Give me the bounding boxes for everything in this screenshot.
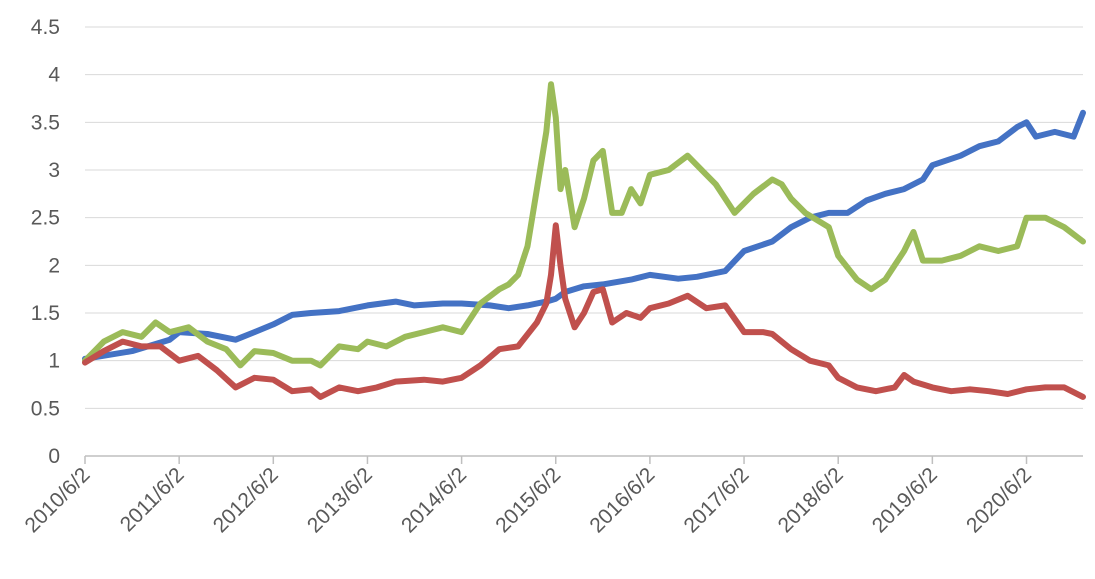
y-tick-label: 4	[48, 64, 60, 87]
y-tick-label: 3.5	[31, 111, 60, 134]
x-axis-tick-labels: 2010/6/2 2011/6/2 2012/6/2 2013/6/2 2014/6/2…	[20, 463, 1036, 537]
x-tick-label: 2010/6/2	[20, 463, 94, 537]
y-tick-label: 4.5	[31, 16, 60, 39]
x-tick-label: 2013/6/2	[303, 463, 377, 537]
x-tick-label: 2015/6/2	[491, 463, 565, 537]
y-tick-label: 3	[48, 159, 60, 182]
x-tick-label: 2011/6/2	[116, 463, 189, 536]
x-tick-label: 2012/6/2	[209, 463, 283, 537]
x-tick-label: 2019/6/2	[868, 463, 942, 537]
x-tick-label: 2014/6/2	[397, 463, 471, 537]
series-line-3	[82, 222, 1086, 400]
gridlines	[84, 26, 1083, 464]
y-tick-label: 2.5	[31, 207, 60, 230]
x-tick-label: 2020/6/2	[962, 463, 1036, 537]
x-tick-label: 2016/6/2	[585, 463, 659, 537]
y-tick-label: 1.5	[31, 302, 60, 325]
x-tick-label: 2017/6/2	[680, 463, 754, 537]
x-tick-label: 2018/6/2	[774, 463, 848, 537]
y-axis-tick-labels: 0 0.5 1 1.5 2 2.5 3 3.5 4 4.5	[31, 16, 61, 468]
y-tick-label: 1	[48, 350, 60, 373]
y-tick-label: 0	[48, 445, 60, 468]
series-line-1	[82, 109, 1086, 362]
y-tick-label: 0.5	[31, 397, 60, 420]
y-tick-label: 2	[48, 254, 60, 277]
series-lines	[82, 81, 1086, 400]
series-line-2	[82, 81, 1086, 369]
